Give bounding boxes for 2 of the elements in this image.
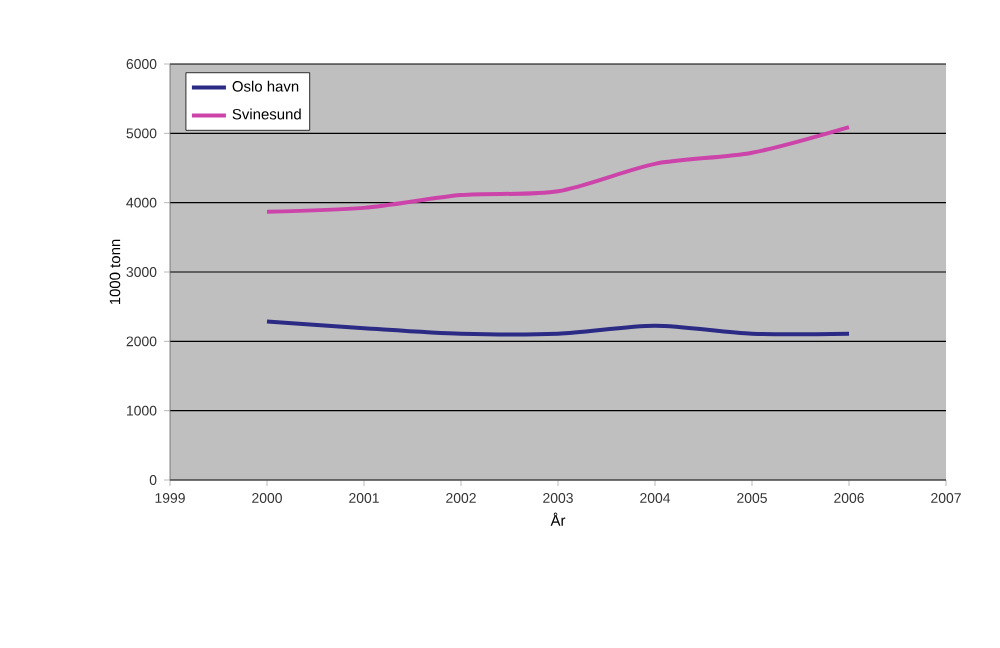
line-series bbox=[265, 125, 852, 214]
line-series bbox=[265, 319, 852, 337]
